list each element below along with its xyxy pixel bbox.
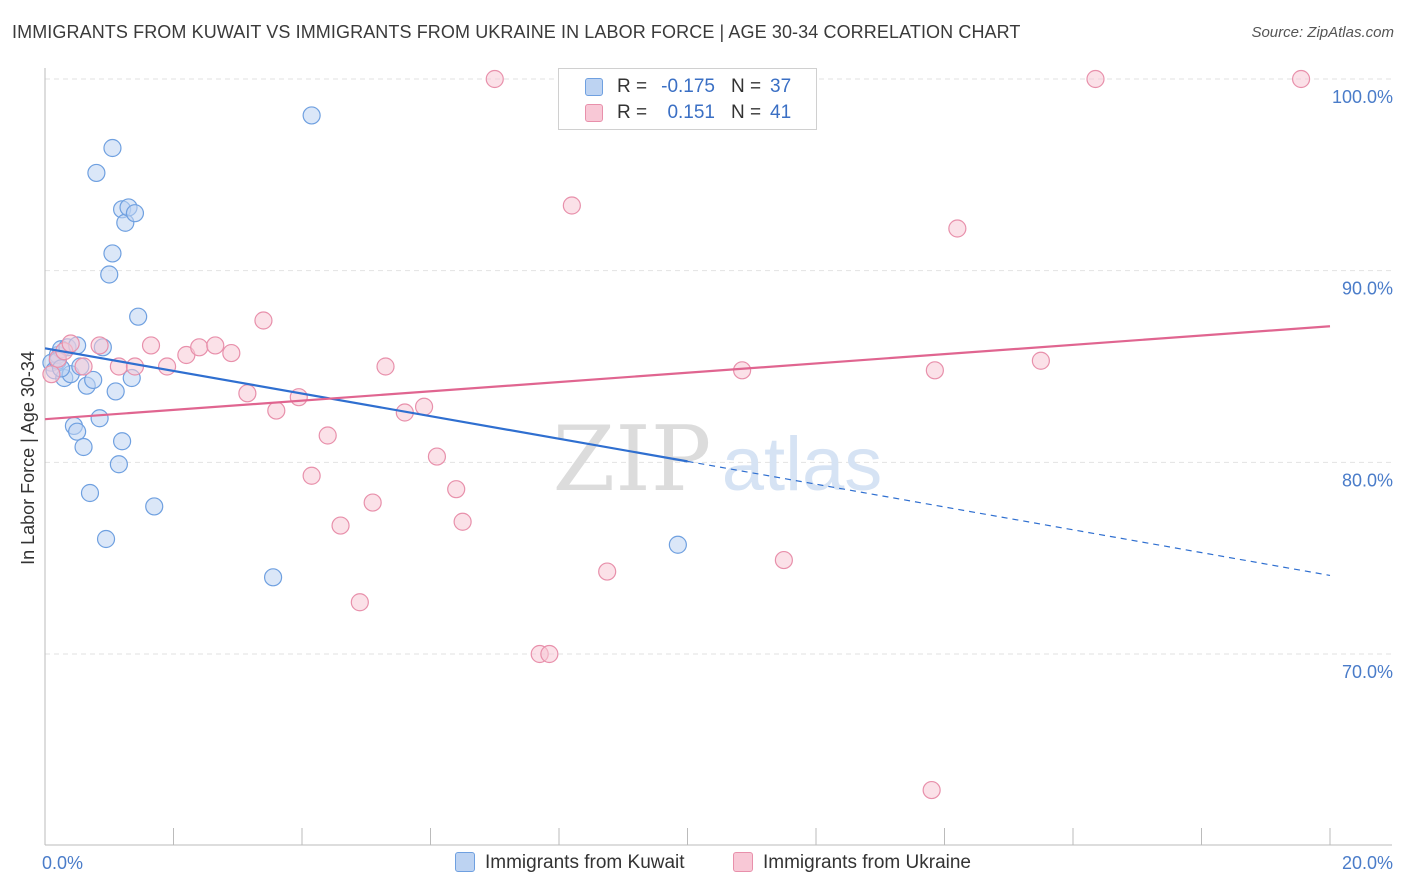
ukraine-point: [598, 562, 617, 581]
kuwait-point: [80, 483, 100, 503]
x-tick-label-0: 0.0%: [42, 853, 83, 873]
watermark: ZIP atlas: [553, 407, 883, 512]
legend-item-ukraine[interactable]: Immigrants from Ukraine: [733, 852, 971, 878]
ukraine-point: [42, 365, 61, 384]
kuwait-point: [103, 244, 122, 263]
ukraine-point: [74, 357, 93, 376]
chart-title: IMMIGRANTS FROM KUWAIT VS IMMIGRANTS FRO…: [12, 22, 1021, 42]
kuwait-point: [302, 106, 321, 125]
ukraine-point: [733, 361, 752, 380]
axes: [44, 68, 1392, 846]
ukraine-point: [157, 357, 177, 376]
kuwait-swatch: [585, 78, 603, 96]
kuwait-point: [668, 535, 687, 554]
kuwait-point: [68, 422, 87, 441]
correlation-legend: R = -0.175 N = 37 R = 0.151 N = 41: [558, 68, 817, 130]
ukraine-point: [447, 480, 466, 499]
ukraine-point: [427, 447, 447, 466]
ukraine-r-value: 0.151: [667, 102, 715, 123]
y-tick-label-80: 80.0%: [1342, 470, 1393, 490]
y-tick-label-100: 100.0%: [1332, 87, 1393, 107]
ukraine-point: [61, 334, 80, 353]
ukraine-point: [414, 397, 434, 416]
ukraine-point: [267, 401, 286, 420]
ukraine-point: [190, 338, 209, 357]
kuwait-legend-label: Immigrants from Kuwait: [485, 852, 685, 873]
ukraine-point: [222, 343, 241, 363]
legend-item-kuwait[interactable]: Immigrants from Kuwait: [455, 852, 685, 878]
kuwait-point: [109, 455, 128, 474]
kuwait-point: [96, 529, 116, 549]
ukraine-point: [1086, 69, 1105, 89]
kuwait-point: [263, 568, 283, 587]
series-legend: Immigrants from Kuwait Immigrants from U…: [0, 852, 1406, 878]
ukraine-point: [350, 593, 369, 612]
kuwait-trend-extension: [687, 460, 1331, 577]
kuwait-point: [87, 163, 106, 183]
kuwait-point: [106, 382, 125, 401]
watermark-atlas: atlas: [722, 422, 883, 507]
ukraine-point: [948, 219, 967, 238]
n-label: N =: [731, 76, 762, 97]
legend-row-kuwait: R = -0.175 N = 37: [559, 74, 816, 100]
r-label: R =: [617, 76, 648, 97]
kuwait-point: [103, 138, 122, 158]
source-label: Source: ZipAtlas.com: [1251, 24, 1394, 41]
ukraine-point: [922, 780, 941, 800]
kuwait-n-value: 37: [770, 76, 792, 97]
ukraine-point: [254, 311, 273, 330]
watermark-zip: ZIP: [553, 407, 712, 512]
ukraine-point: [1291, 69, 1311, 89]
ukraine-swatch: [585, 104, 603, 122]
legend-row-ukraine: R = 0.151 N = 41: [559, 100, 816, 126]
ukraine-point: [925, 361, 944, 380]
ukraine-point: [206, 336, 225, 355]
kuwait-point: [90, 409, 109, 428]
ukraine-point: [331, 516, 350, 535]
kuwait-legend-swatch: [455, 852, 475, 872]
r-label: R =: [617, 102, 648, 123]
kuwait-point: [145, 497, 164, 516]
ukraine-trend-line: [44, 325, 1331, 421]
ukraine-point: [774, 550, 793, 570]
ukraine-point: [90, 336, 109, 355]
tick-labels: 70.0% 80.0% 90.0% 100.0% 0.0% 20.0%: [42, 87, 1393, 873]
kuwait-point: [100, 265, 119, 284]
trend-lines: [44, 325, 1331, 577]
y-tick-label-70: 70.0%: [1342, 662, 1393, 682]
kuwait-point: [84, 370, 103, 390]
y-axis-label: In Labor Force | Age 30-34: [18, 351, 38, 565]
kuwait-r-value: -0.175: [661, 76, 715, 97]
ukraine-point: [485, 69, 504, 89]
kuwait-trend-line: [44, 347, 688, 463]
n-label: N =: [731, 102, 762, 123]
ukraine-legend-label: Immigrants from Ukraine: [763, 852, 971, 873]
ukraine-point: [141, 336, 161, 355]
ukraine-point: [238, 384, 257, 403]
ukraine-point: [318, 426, 337, 445]
ukraine-point: [562, 196, 581, 215]
ukraine-point: [540, 644, 559, 664]
ukraine-point: [363, 493, 382, 512]
kuwait-point: [125, 204, 145, 223]
ukraine-point: [1031, 351, 1050, 370]
kuwait-point: [74, 437, 93, 457]
ukraine-point: [453, 512, 472, 531]
x-tick-label-20: 20.0%: [1342, 853, 1393, 873]
gridlines: [45, 78, 1392, 655]
ukraine-legend-swatch: [733, 852, 753, 872]
y-tick-label-90: 90.0%: [1342, 279, 1393, 299]
kuwait-point: [112, 432, 132, 451]
kuwait-point: [129, 307, 148, 326]
ukraine-point: [125, 357, 145, 376]
ukraine-point: [376, 357, 395, 376]
ukraine-point: [302, 466, 321, 485]
ukraine-n-value: 41: [770, 102, 792, 123]
